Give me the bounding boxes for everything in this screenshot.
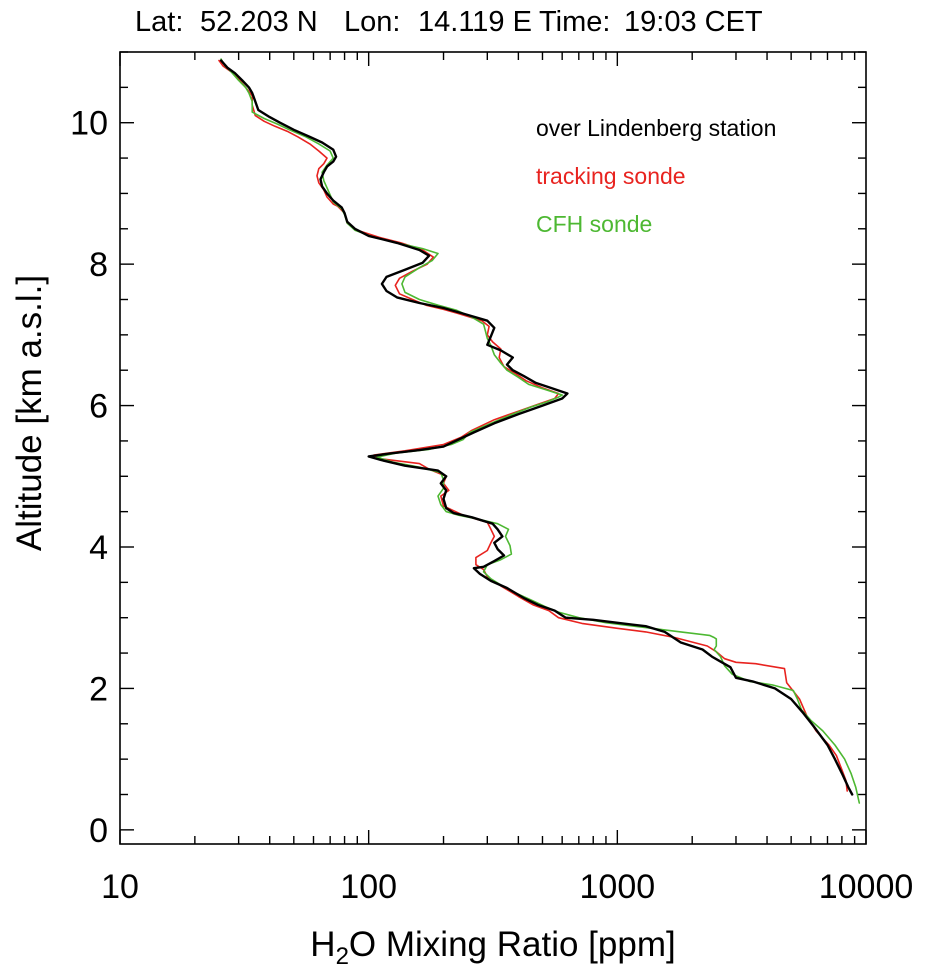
y-tick-label: 6 [89, 388, 108, 426]
time-label: Time: [539, 6, 611, 38]
series-lines [218, 58, 861, 804]
x-tick-label: 10000 [819, 868, 914, 906]
x-tick-label: 1000 [580, 868, 656, 906]
lon-value: 14.119 E [418, 6, 532, 38]
series-line-cfh-sonde [220, 58, 861, 804]
x-axis-label: H2O Mixing Ratio [ppm] [310, 925, 675, 970]
y-axis-label: Altitude [km a.s.l.] [10, 275, 49, 551]
plot-frame [119, 51, 867, 845]
y-tick-label: 4 [89, 529, 108, 567]
y-tick-label: 0 [89, 812, 108, 850]
figure-header: Lat: 52.203 N Lon: 14.119 E Time: 19:03 … [0, 0, 927, 44]
tick-labels: 10 100 1000 10000 0 2 4 6 8 10 [70, 105, 913, 906]
axis-ticks [119, 51, 867, 844]
series-line-lindenberg [219, 59, 854, 796]
x-tick-label: 10 [101, 868, 139, 906]
y-tick-label: 2 [89, 670, 108, 708]
lat-label: Lat: [135, 6, 184, 38]
x-axis-label-prefix: H [310, 925, 335, 964]
legend-entry: CFH sonde [536, 211, 652, 237]
legend-entry: tracking sonde [536, 163, 686, 189]
legend-entry: over Lindenberg station [536, 115, 776, 141]
time-value: 19:03 CET [624, 6, 763, 38]
x-axis-label-subscript: 2 [336, 943, 349, 970]
x-tick-label: 100 [340, 868, 397, 906]
lat-value: 52.203 N [200, 6, 318, 38]
legend: over Lindenberg station tracking sonde CFH… [536, 115, 776, 237]
y-tick-label: 10 [70, 105, 108, 143]
lon-label: Lon: [344, 6, 401, 38]
x-axis-label-suffix: O Mixing Ratio [ppm] [349, 925, 676, 964]
y-tick-label: 8 [89, 246, 108, 284]
